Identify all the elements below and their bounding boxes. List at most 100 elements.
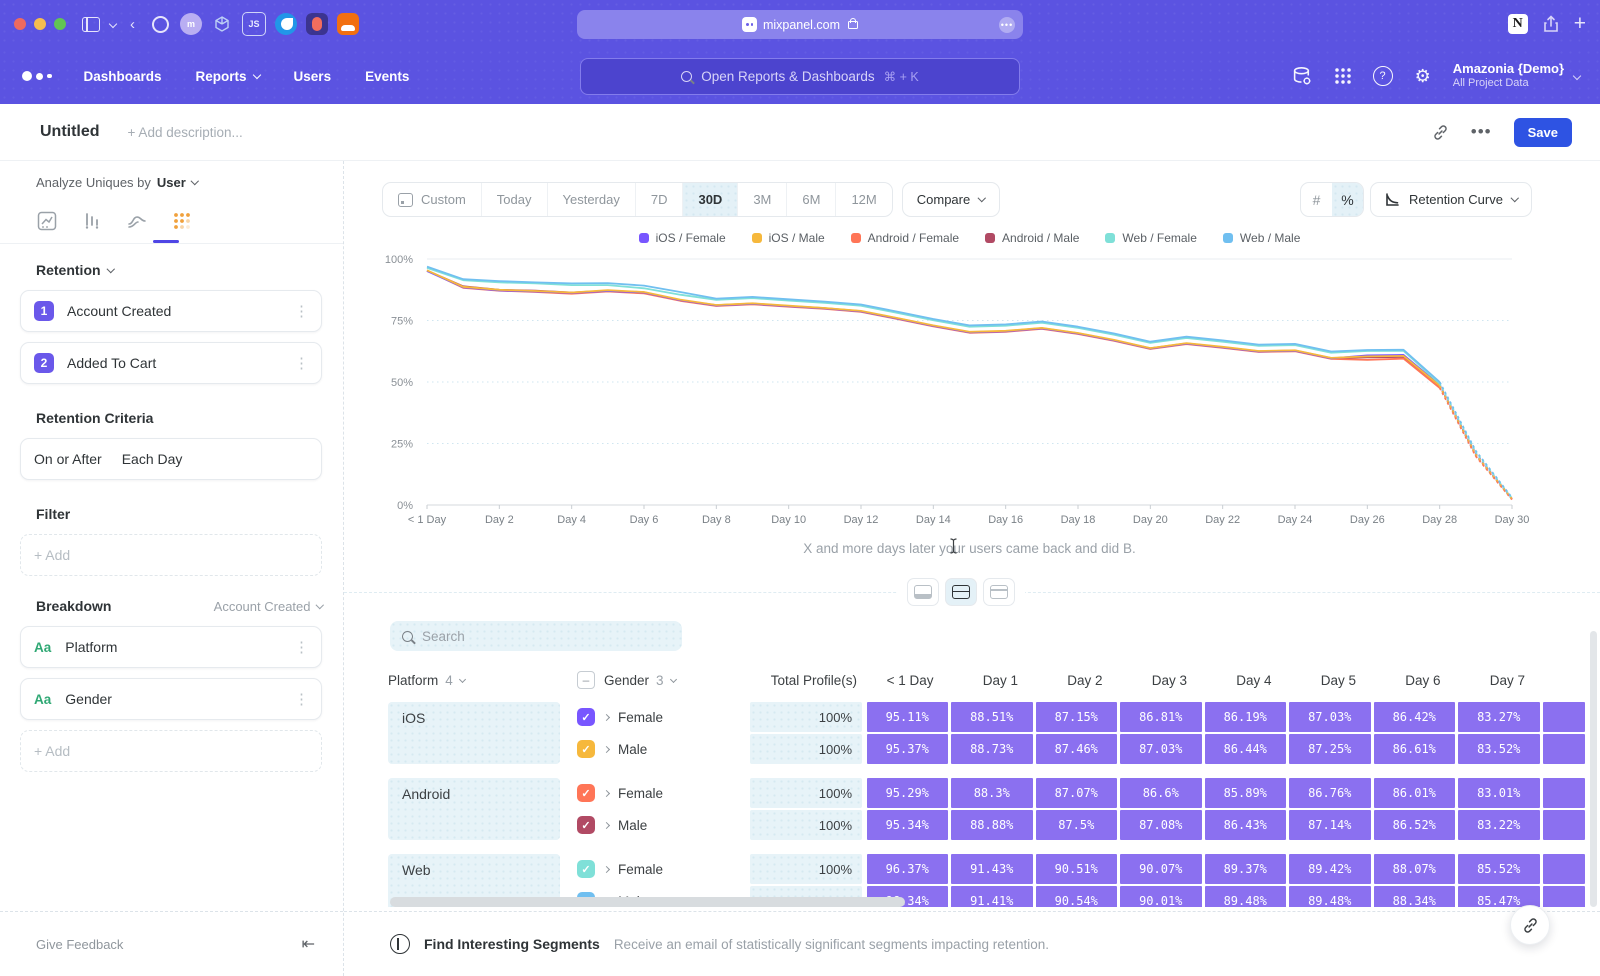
- retention-value-cell[interactable]: 86.81%: [1120, 702, 1202, 732]
- row-checkbox[interactable]: ✓: [577, 740, 595, 758]
- retention-value-cell[interactable]: 91.41%: [951, 886, 1033, 907]
- retention-value-cell[interactable]: 87.03%: [1289, 702, 1371, 732]
- compare-button[interactable]: Compare: [901, 182, 1000, 217]
- retention-value-cell[interactable]: 86.52%: [1373, 810, 1455, 840]
- horizontal-scrollbar[interactable]: [390, 897, 905, 907]
- retention-value-cell-clipped[interactable]: [1542, 886, 1585, 907]
- retention-value-cell[interactable]: 87.46%: [1035, 734, 1117, 764]
- nav-reports[interactable]: Reports: [196, 69, 261, 84]
- chevron-down-icon[interactable]: [108, 19, 118, 29]
- retention-criteria-card[interactable]: On or After Each Day: [20, 438, 322, 480]
- collapse-sidebar-icon[interactable]: ⇤: [301, 936, 315, 953]
- series-line-dashed[interactable]: [1438, 381, 1513, 499]
- legend-item[interactable]: iOS / Male: [751, 231, 825, 245]
- breakdown-add-button[interactable]: + Add: [20, 730, 322, 772]
- retention-value-cell[interactable]: 88.73%: [951, 734, 1033, 764]
- table-only-toggle[interactable]: [983, 578, 1015, 606]
- expand-chevron-icon[interactable]: [602, 865, 611, 873]
- retention-value-cell[interactable]: 89.37%: [1204, 854, 1286, 884]
- series-line-android-male[interactable]: [426, 269, 1441, 388]
- table-search-input[interactable]: Search: [390, 621, 682, 651]
- retention-value-cell[interactable]: 83.22%: [1458, 810, 1540, 840]
- breakdown-gender-kebab-icon[interactable]: ⋮: [294, 691, 309, 708]
- retention-value-cell[interactable]: 83.27%: [1458, 702, 1540, 732]
- retention-value-cell[interactable]: 89.48%: [1289, 886, 1371, 907]
- range-today[interactable]: Today: [482, 183, 548, 216]
- series-line-android-female[interactable]: [426, 269, 1441, 389]
- target-extension-icon[interactable]: [149, 13, 171, 35]
- expand-chevron-icon[interactable]: [602, 713, 611, 721]
- address-bar[interactable]: mixpanel.com •••: [577, 10, 1023, 39]
- day-column-header[interactable]: Day 6: [1405, 672, 1441, 688]
- retention-value-cell[interactable]: 86.42%: [1373, 702, 1455, 732]
- series-line-web-male[interactable]: [426, 265, 1441, 383]
- retention-value-cell[interactable]: 88.07%: [1373, 854, 1455, 884]
- retention-value-cell-clipped[interactable]: [1542, 702, 1585, 732]
- retention-value-cell[interactable]: 85.47%: [1458, 886, 1540, 907]
- tab-funnels-icon[interactable]: [81, 210, 103, 232]
- retention-value-cell[interactable]: 86.19%: [1204, 702, 1286, 732]
- range-yesterday[interactable]: Yesterday: [548, 183, 636, 216]
- cube-extension-icon[interactable]: [211, 13, 233, 35]
- retention-value-cell[interactable]: 96.37%: [866, 854, 948, 884]
- chart-only-toggle[interactable]: [907, 578, 939, 606]
- step-1-kebab-icon[interactable]: ⋮: [294, 303, 309, 320]
- tab-flows-icon[interactable]: [126, 210, 148, 232]
- save-button[interactable]: Save: [1513, 117, 1572, 147]
- retention-value-cell[interactable]: 86.6%: [1120, 778, 1202, 808]
- nav-users[interactable]: Users: [293, 68, 332, 84]
- nav-dashboards[interactable]: Dashboards: [83, 68, 162, 84]
- retention-value-cell[interactable]: 95.37%: [866, 734, 948, 764]
- retention-value-cell[interactable]: 90.01%: [1120, 886, 1202, 907]
- report-title[interactable]: Untitled: [40, 123, 100, 140]
- platform-cell[interactable]: Android: [388, 778, 560, 840]
- retention-step-2[interactable]: 2 Added To Cart ⋮: [20, 342, 322, 384]
- retention-value-cell[interactable]: 90.07%: [1120, 854, 1202, 884]
- retention-value-cell-clipped[interactable]: [1542, 778, 1585, 808]
- step-2-kebab-icon[interactable]: ⋮: [294, 355, 309, 372]
- series-line-web-female[interactable]: [426, 267, 1441, 385]
- retention-value-cell[interactable]: 90.51%: [1035, 854, 1117, 884]
- vertical-scrollbar[interactable]: [1590, 631, 1597, 907]
- retention-value-cell[interactable]: 87.14%: [1289, 810, 1371, 840]
- maximize-window-button[interactable]: [54, 18, 66, 30]
- series-line-ios-female[interactable]: [426, 270, 1441, 386]
- range-custom[interactable]: Custom: [383, 183, 482, 216]
- retention-value-cell[interactable]: 83.52%: [1458, 734, 1540, 764]
- retention-value-cell[interactable]: 88.51%: [951, 702, 1033, 732]
- criteria-each-day[interactable]: Each Day: [121, 451, 183, 467]
- retention-value-cell[interactable]: 88.34%: [1373, 886, 1455, 907]
- share-icon[interactable]: [1542, 15, 1560, 33]
- retention-value-cell[interactable]: 95.11%: [866, 702, 948, 732]
- expand-chevron-icon[interactable]: [602, 789, 611, 797]
- page-options-icon[interactable]: •••: [999, 16, 1015, 33]
- retention-value-cell[interactable]: 86.76%: [1289, 778, 1371, 808]
- row-checkbox[interactable]: ✓: [577, 860, 595, 878]
- day-column-header[interactable]: < 1 Day: [886, 672, 934, 688]
- data-management-icon[interactable]: [1292, 66, 1313, 87]
- m-extension-icon[interactable]: m: [180, 13, 202, 35]
- day-column-header[interactable]: Day 4: [1236, 672, 1272, 688]
- split-view-toggle[interactable]: [945, 578, 977, 606]
- day-column-header[interactable]: Day 3: [1151, 672, 1187, 688]
- row-checkbox[interactable]: ✓: [577, 708, 595, 726]
- row-checkbox[interactable]: ✓: [577, 784, 595, 802]
- chart-type-dropdown[interactable]: Retention Curve: [1370, 182, 1533, 217]
- breakdown-platform-kebab-icon[interactable]: ⋮: [294, 639, 309, 656]
- breakdown-platform[interactable]: Aa Platform ⋮: [20, 626, 322, 668]
- legend-item[interactable]: Android / Male: [985, 231, 1079, 245]
- retention-value-cell[interactable]: 88.3%: [951, 778, 1033, 808]
- help-icon[interactable]: ?: [1372, 66, 1393, 86]
- criteria-on-or-after[interactable]: On or After: [34, 451, 102, 467]
- day-column-header[interactable]: Day 5: [1320, 672, 1356, 688]
- new-tab-button[interactable]: +: [1573, 12, 1586, 35]
- sidebar-toggle-icon[interactable]: [82, 16, 100, 32]
- tab-insights-icon[interactable]: [36, 210, 58, 232]
- back-button[interactable]: ‹: [130, 15, 135, 33]
- retention-value-cell[interactable]: 87.5%: [1035, 810, 1117, 840]
- series-line-dashed[interactable]: [1438, 387, 1513, 501]
- apps-grid-icon[interactable]: [1334, 68, 1351, 84]
- retention-value-cell[interactable]: 83.01%: [1458, 778, 1540, 808]
- breakdown-gender[interactable]: Aa Gender ⋮: [20, 678, 322, 720]
- retention-value-cell[interactable]: 89.48%: [1204, 886, 1286, 907]
